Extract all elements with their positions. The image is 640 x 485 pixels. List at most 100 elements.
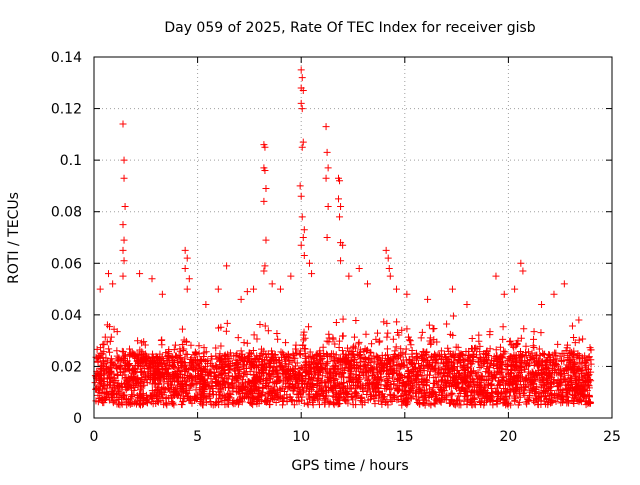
- data-point: [177, 371, 185, 379]
- data-point: [103, 375, 111, 383]
- data-point: [218, 398, 226, 406]
- data-point: [469, 353, 477, 361]
- data-point: [398, 381, 406, 389]
- data-point: [119, 120, 127, 128]
- data-point: [107, 355, 115, 363]
- data-point: [380, 318, 388, 326]
- data-point: [97, 344, 105, 352]
- data-point: [570, 395, 578, 403]
- data-point: [121, 375, 129, 383]
- data-point: [333, 396, 341, 404]
- data-point: [403, 325, 411, 333]
- data-point: [486, 345, 494, 353]
- data-point: [345, 376, 353, 384]
- data-point: [123, 382, 131, 390]
- tick-labels: 0 5 10 15 20 25 0 0.02 0.04 0.06 0.08 0.1 0.12 0.14: [51, 50, 621, 445]
- data-point: [130, 366, 138, 374]
- data-point: [494, 356, 502, 364]
- data-point: [302, 375, 310, 383]
- data-point: [129, 391, 137, 399]
- data-point: [477, 400, 485, 408]
- data-point: [493, 400, 501, 408]
- data-point: [537, 329, 545, 337]
- data-point: [302, 352, 310, 360]
- data-point: [383, 345, 391, 353]
- data-point: [137, 394, 145, 402]
- x-tick-label: 15: [396, 429, 414, 445]
- data-point: [228, 379, 236, 387]
- data-point: [128, 393, 136, 401]
- data-point: [572, 392, 580, 400]
- data-point: [463, 400, 471, 408]
- data-point: [150, 368, 158, 376]
- data-point: [582, 359, 590, 367]
- data-point: [498, 353, 506, 361]
- data-point: [196, 356, 204, 364]
- data-point: [234, 378, 242, 386]
- data-point: [138, 382, 146, 390]
- data-point: [568, 322, 576, 330]
- data-point: [383, 333, 391, 341]
- data-point: [316, 366, 324, 374]
- data-point: [200, 355, 208, 363]
- data-point: [298, 393, 306, 401]
- data-point: [492, 346, 500, 354]
- data-point: [165, 354, 173, 362]
- data-point: [399, 349, 407, 357]
- data-point: [460, 364, 468, 372]
- data-point: [579, 375, 587, 383]
- data-point: [262, 236, 270, 244]
- data-point: [97, 364, 105, 372]
- data-point: [306, 348, 314, 356]
- data-point: [270, 383, 278, 391]
- data-point: [546, 358, 554, 366]
- data-point: [350, 333, 358, 341]
- data-point: [486, 328, 494, 336]
- data-point: [282, 339, 290, 347]
- data-point: [113, 352, 121, 360]
- data-point: [314, 360, 322, 368]
- data-point: [375, 397, 383, 405]
- data-point: [183, 364, 191, 372]
- data-point: [313, 391, 321, 399]
- data-point: [440, 350, 448, 358]
- data-point: [248, 394, 256, 402]
- data-point: [433, 395, 441, 403]
- data-point: [449, 331, 457, 339]
- data-point: [289, 350, 297, 358]
- data-point: [264, 327, 272, 335]
- data-point: [535, 345, 543, 353]
- data-point: [561, 369, 569, 377]
- data-point: [516, 393, 524, 401]
- data-point: [276, 385, 284, 393]
- data-point: [374, 375, 382, 383]
- data-point: [220, 375, 228, 383]
- data-point: [221, 370, 229, 378]
- data-point: [376, 337, 384, 345]
- data-point: [469, 394, 477, 402]
- data-point: [422, 351, 430, 359]
- data-point: [475, 331, 483, 339]
- chart-title: Day 059 of 2025, Rate Of TEC Index for r…: [164, 20, 535, 36]
- data-point: [417, 334, 425, 342]
- data-point: [211, 362, 219, 370]
- data-point: [242, 384, 250, 392]
- data-point: [244, 378, 252, 386]
- data-point: [257, 365, 265, 373]
- data-point: [552, 397, 560, 405]
- data-point: [566, 384, 574, 392]
- data-point: [164, 353, 172, 361]
- data-point: [321, 379, 329, 387]
- data-point: [374, 329, 382, 337]
- data-point: [316, 349, 324, 357]
- data-point: [323, 365, 331, 373]
- data-point: [285, 360, 293, 368]
- data-point: [393, 328, 401, 336]
- x-tick-label: 20: [499, 429, 517, 445]
- data-point: [411, 371, 419, 379]
- data-point: [507, 369, 515, 377]
- data-point: [155, 365, 163, 373]
- data-point: [241, 385, 249, 393]
- data-point: [114, 372, 122, 380]
- data-point: [291, 362, 299, 370]
